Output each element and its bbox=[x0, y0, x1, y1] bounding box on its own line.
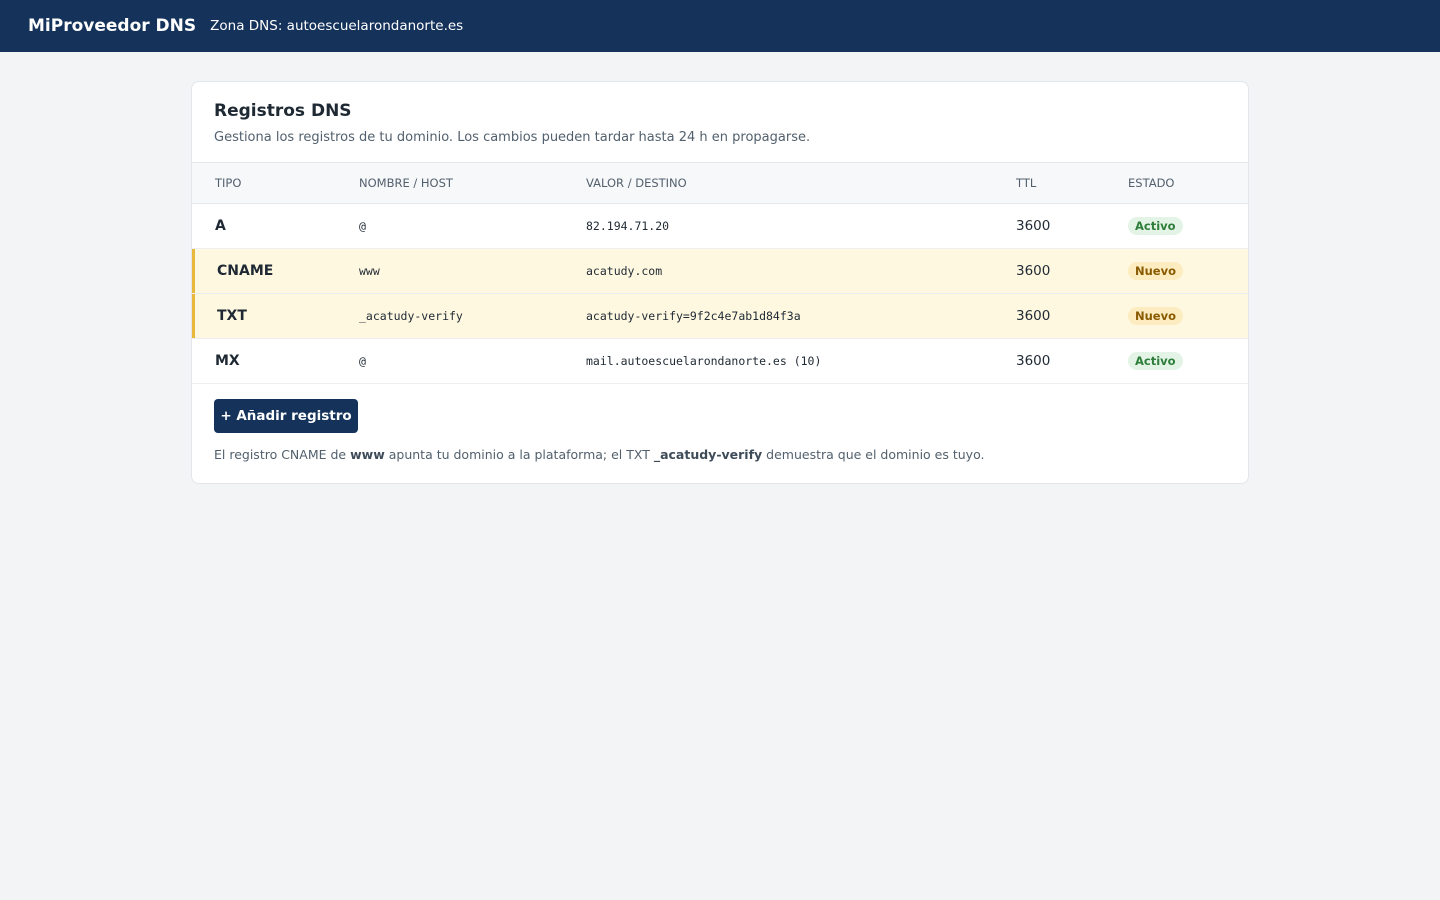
status-badge: Activo bbox=[1128, 352, 1183, 370]
card-title: Registros DNS bbox=[214, 101, 352, 121]
note-text: apunta tu dominio a la plataforma; el TX… bbox=[384, 447, 654, 462]
cell: 3600 bbox=[1016, 248, 1128, 294]
column-header: NOMBRE / HOST bbox=[359, 162, 586, 204]
cell: Nuevo bbox=[1128, 293, 1248, 339]
record-ttl: 3600 bbox=[1016, 218, 1051, 234]
status-badge: Nuevo bbox=[1128, 307, 1184, 325]
top-bar: MiProveedor DNS Zona DNS: autoescuelaron… bbox=[0, 0, 1440, 52]
record-value: 82.194.71.20 bbox=[586, 219, 670, 233]
header-row: TIPO NOMBRE / HOST VALOR / DESTINO TTL ESTAD… bbox=[192, 162, 1248, 204]
record-type: A bbox=[215, 218, 226, 234]
record-row[interactable]: MX @ mail.autoescuelarondanorte.es (10) 360… bbox=[192, 338, 1248, 384]
records-table: TIPO NOMBRE / HOST VALOR / DESTINO TTL ESTAD… bbox=[192, 162, 1248, 384]
column-header: ESTADO bbox=[1128, 162, 1248, 204]
cell: www bbox=[359, 248, 586, 294]
column-header: TIPO bbox=[192, 162, 359, 204]
record-row[interactable]: A @82.194.71.20 3600 Activo bbox=[192, 203, 1248, 249]
card-subtitle: Gestiona los registros de tu dominio. Lo… bbox=[214, 130, 811, 145]
status-badge: Nuevo bbox=[1128, 262, 1184, 280]
record-value: mail.autoescuelarondanorte.es (10) bbox=[586, 354, 822, 368]
record-ttl: 3600 bbox=[1016, 263, 1051, 279]
record-type: TXT bbox=[217, 308, 247, 324]
column-header: VALOR / DESTINO bbox=[586, 162, 1016, 204]
cell: @ bbox=[359, 338, 586, 384]
cell: CNAME bbox=[192, 248, 359, 294]
cell: @ bbox=[359, 203, 586, 249]
cell: Activo bbox=[1128, 203, 1248, 249]
status-badge: Activo bbox=[1128, 217, 1183, 235]
cell: acatudy.com bbox=[586, 248, 1016, 294]
cell: A bbox=[192, 203, 359, 249]
record-ttl: 3600 bbox=[1016, 353, 1051, 369]
record-host: @ bbox=[359, 354, 366, 368]
record-host: www bbox=[359, 264, 380, 278]
note-text: _acatudy-verify bbox=[653, 447, 763, 462]
cell: MX bbox=[192, 338, 359, 384]
note-text: El registro CNAME de bbox=[214, 447, 351, 462]
record-row[interactable]: CNAME www acatudy.com 3600 Nuevo bbox=[192, 248, 1248, 294]
cell: Activo bbox=[1128, 338, 1248, 384]
record-host: @ bbox=[359, 219, 366, 233]
cell: mail.autoescuelarondanorte.es (10) bbox=[586, 338, 1016, 384]
brand[interactable]: MiProveedor DNS bbox=[28, 16, 197, 36]
table-body: A @82.194.71.20 3600 Activo CNAME www acatudy.… bbox=[192, 203, 1248, 384]
record-ttl: 3600 bbox=[1016, 308, 1051, 324]
note-text: www bbox=[350, 447, 385, 462]
zone-label: Zona DNS: autoescuelarondanorte.es bbox=[210, 18, 464, 34]
record-value: acatudy-verify=9f2c4e7ab1d84f3a bbox=[586, 309, 801, 323]
records-card: Registros DNS Gestiona los registros de … bbox=[191, 81, 1249, 484]
cell: acatudy-verify=9f2c4e7ab1d84f3a bbox=[586, 293, 1016, 339]
cell: 82.194.71.20 bbox=[586, 203, 1016, 249]
add-record-button[interactable]: + Añadir registro bbox=[214, 399, 358, 433]
cell: 3600 bbox=[1016, 338, 1128, 384]
note-text: demuestra que el dominio es tuyo. bbox=[762, 447, 985, 462]
column-header: TTL bbox=[1016, 162, 1128, 204]
record-row[interactable]: TXT _acatudy-verify acatudy-verify=9f2c4e7… bbox=[192, 293, 1248, 339]
cell: 3600 bbox=[1016, 203, 1128, 249]
record-type: MX bbox=[215, 353, 240, 369]
cell: 3600 bbox=[1016, 293, 1128, 339]
cell: _acatudy-verify bbox=[359, 293, 586, 339]
record-host: _acatudy-verify bbox=[359, 309, 463, 323]
record-type: CNAME bbox=[217, 263, 274, 279]
cell: TXT bbox=[192, 293, 359, 339]
note: El registro CNAME de www apunta tu domin… bbox=[214, 447, 984, 462]
record-value: acatudy.com bbox=[586, 264, 663, 278]
cell: Nuevo bbox=[1128, 248, 1248, 294]
